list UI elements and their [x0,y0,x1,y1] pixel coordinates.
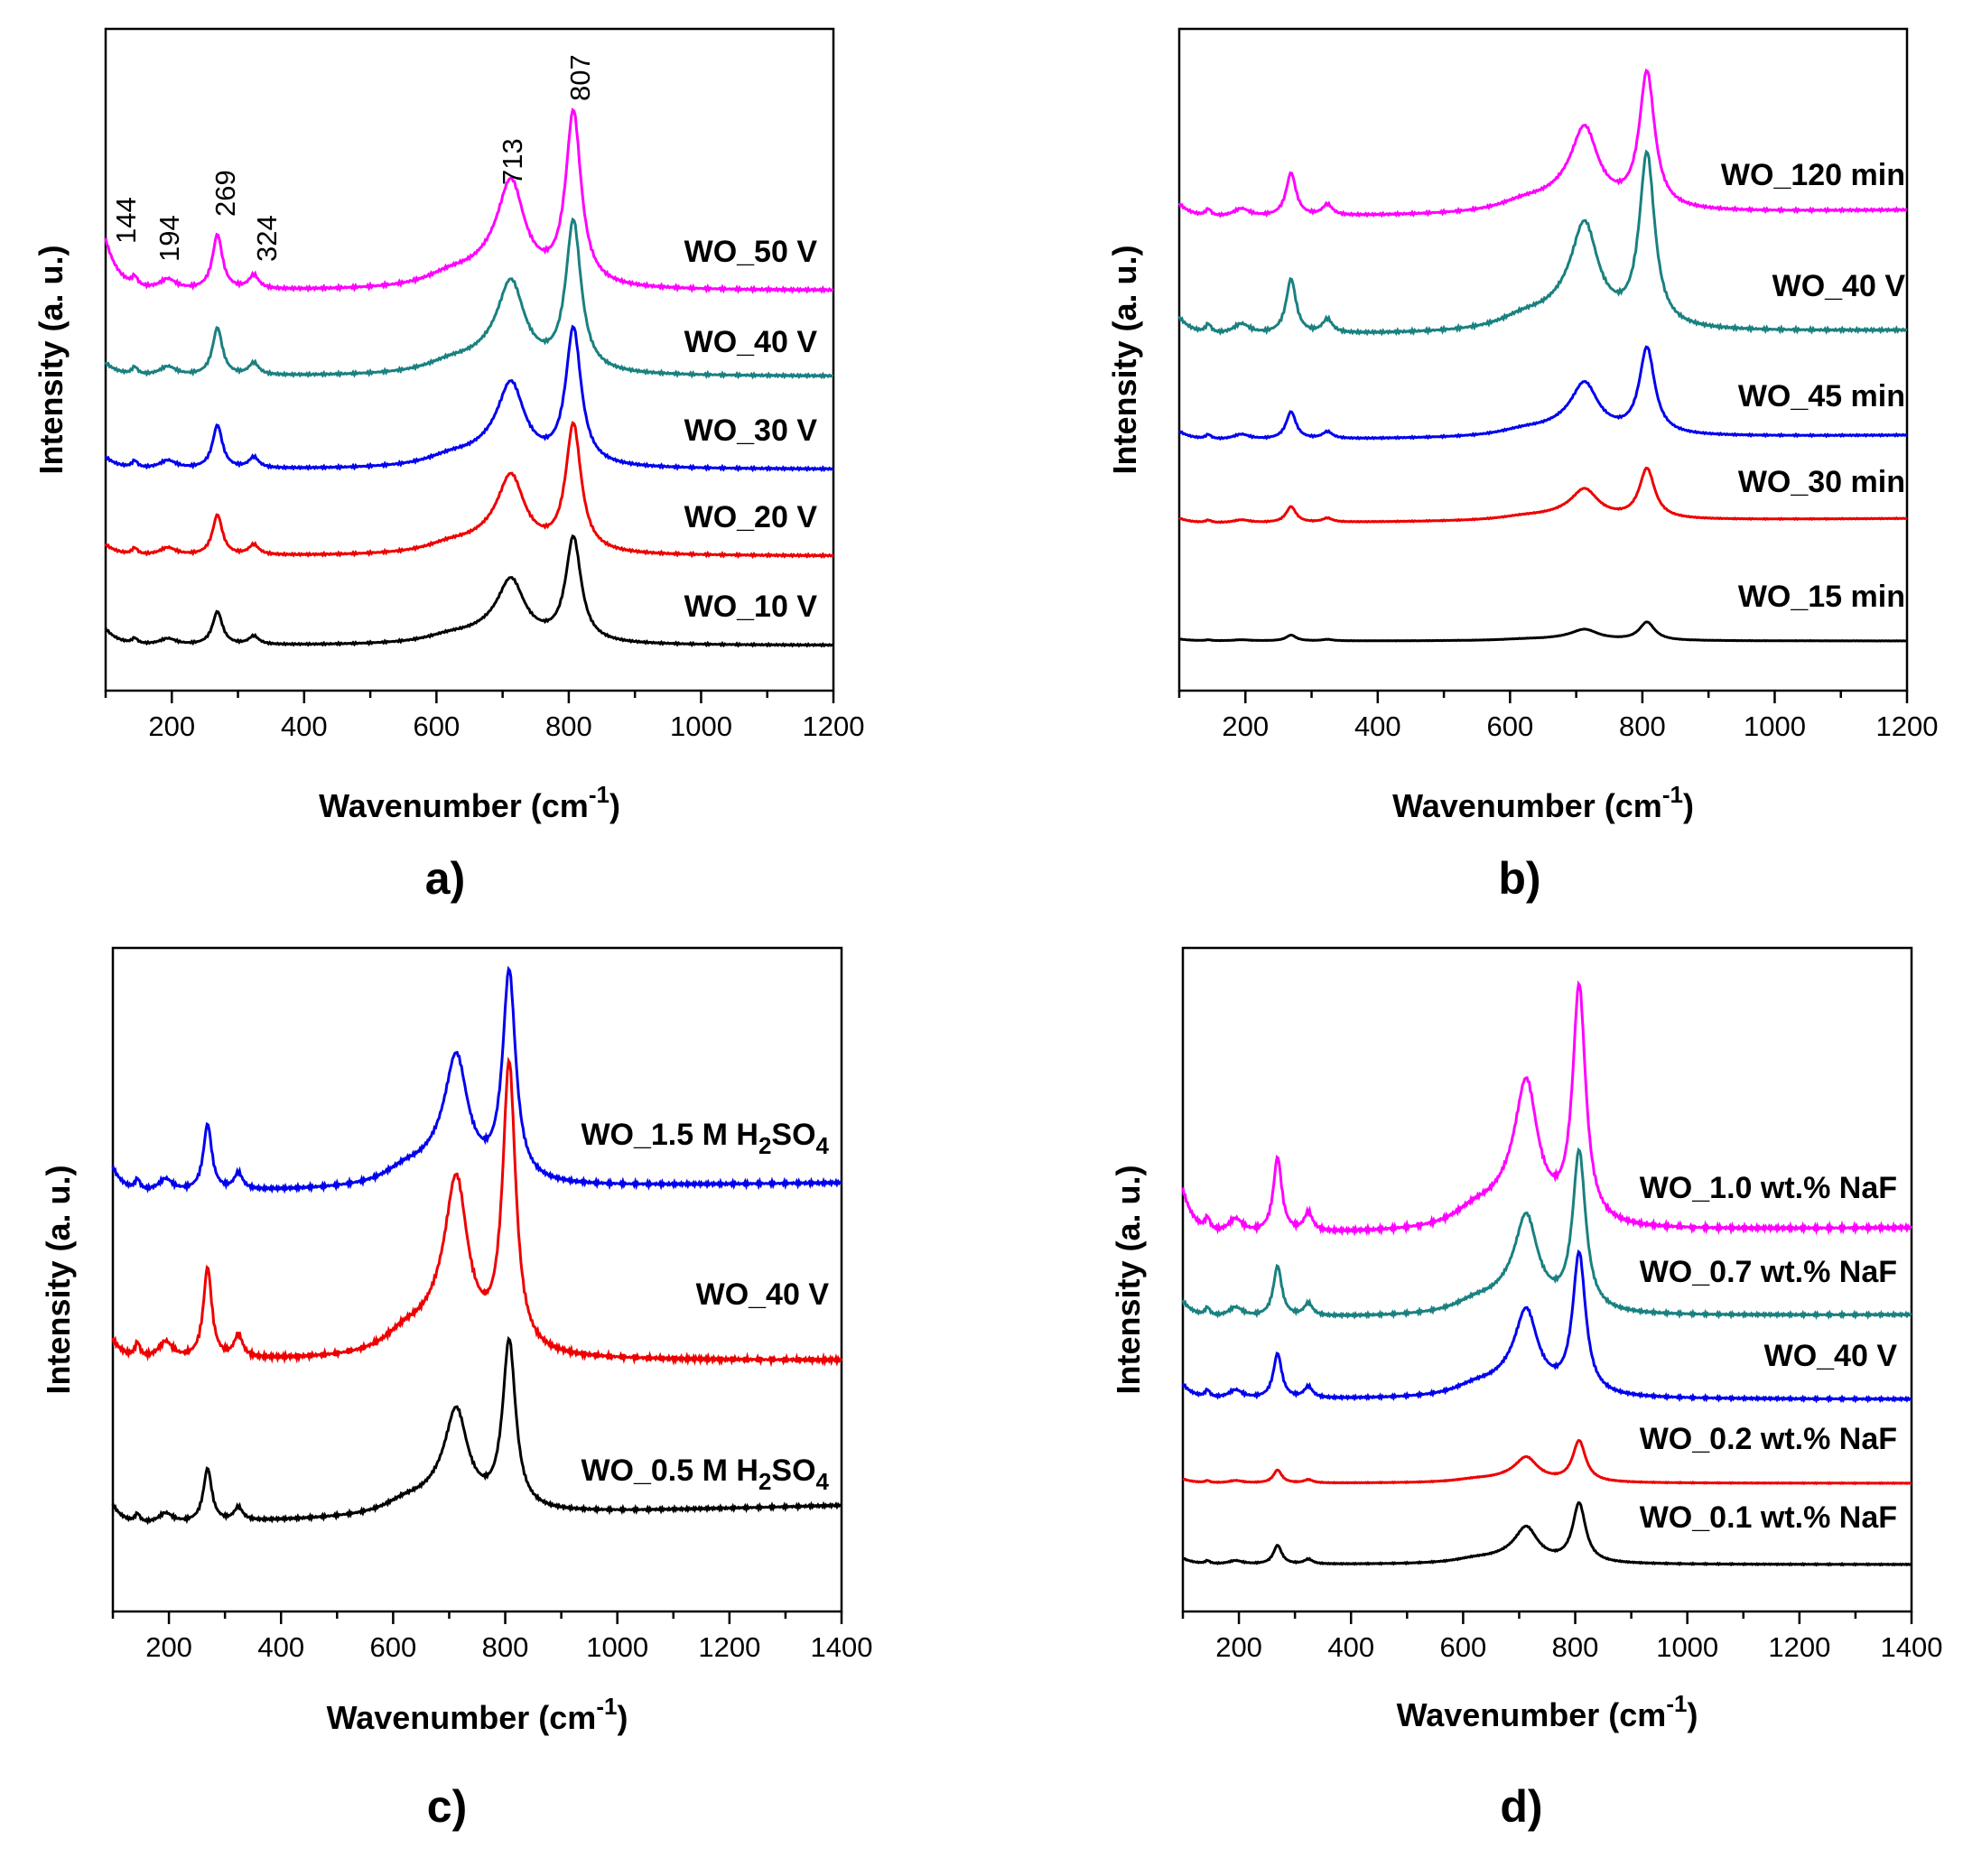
series-label-2: WO_40 V [684,325,818,359]
x-tick-label: 200 [145,1631,192,1663]
y-axis-title: Intensity (a. u.) [1106,245,1143,474]
series-label-4: WO_30 min [1738,465,1905,499]
series-label-4: WO_20 V [684,500,818,534]
series-label-5: WO_0.1 wt.% NaF [1640,1500,1897,1535]
peak-label: 324 [251,215,283,262]
x-tick-label: 1200 [1876,710,1939,742]
x-tick-label: 1400 [1881,1631,1943,1663]
series-label-3: WO_45 min [1738,379,1905,413]
panel-letter: d) [1500,1781,1542,1832]
series-line-1 [1177,68,1908,218]
y-axis-title: Intensity (a. u.) [40,1165,77,1394]
series-label-2: WO_40 V [1772,269,1906,303]
series-line-4 [1178,466,1908,525]
series-line-5 [104,534,834,648]
series-line-3 [1181,1249,1912,1404]
series-line-5 [1178,620,1907,643]
series-label-1: WO_1.5 M H2SO4 [581,1118,829,1159]
peak-label: 194 [154,215,185,262]
series-line-4 [1182,1438,1912,1486]
x-tick-label: 400 [1354,710,1401,742]
series-label-3: WO_30 V [684,413,818,448]
x-tick-label: 800 [1552,1631,1599,1663]
x-tick-label: 800 [545,710,592,742]
series-label-1: WO_1.0 wt.% NaF [1640,1171,1897,1205]
x-tick-label: 600 [413,710,460,742]
series-label-3: WO_0.5 M H2SO4 [581,1453,829,1495]
x-tick-label: 1200 [1768,1631,1830,1663]
panel-2: 200 400 600 800 1000 1200 Wavenumber (cm-1) Int… [1106,27,1939,904]
x-tick-label: 800 [1619,710,1666,742]
series-line-2 [111,1056,843,1368]
panel-letter: b) [1498,853,1540,904]
x-tick-label: 400 [257,1631,304,1663]
series-line-5 [1181,1500,1912,1567]
panel-3: 200 400 600 800 1000 1200 1400 Wavenumber (cm-1… [40,946,873,1832]
series-line-3 [104,324,834,473]
series-line-1 [104,107,834,294]
x-tick-label: 1000 [670,710,732,742]
x-tick-label: 200 [1222,710,1269,742]
plot-frame [111,946,843,1613]
x-axis-title: Wavenumber (cm-1) [319,781,620,824]
x-tick-label: 1400 [811,1631,873,1663]
peak-label: 713 [497,138,528,185]
series-line-1 [111,965,843,1194]
plot-frame [104,27,835,692]
series-label-5: WO_10 V [684,590,818,624]
x-tick-label: 400 [281,710,328,742]
x-tick-label: 400 [1327,1631,1374,1663]
peak-label: 269 [209,170,241,217]
series-label-4: WO_0.2 wt.% NaF [1640,1422,1897,1456]
y-axis-title: Intensity (a. u.) [1110,1165,1147,1394]
series-line-2 [104,217,834,380]
series-line-1 [1181,980,1913,1237]
series-label-1: WO_120 min [1721,158,1905,192]
x-tick-label: 1200 [803,710,865,742]
x-axis-title: Wavenumber (cm-1) [1392,781,1694,824]
series-line-3 [1177,345,1908,441]
panel-1: 200 400 600 800 1000 1200 Wavenumber (cm-1) Int… [33,27,865,904]
x-tick-label: 1000 [586,1631,648,1663]
series-label-5: WO_15 min [1738,580,1905,614]
x-tick-label: 600 [1440,1631,1487,1663]
x-axis-title: Wavenumber (cm-1) [327,1693,628,1736]
series-line-2 [1181,1147,1912,1321]
panel-4: 200 400 600 800 1000 1200 1400 Wavenumber (cm-1… [1110,946,1943,1832]
plot-frame [1177,27,1909,692]
series-line-3 [111,1335,842,1526]
x-axis-title: Wavenumber (cm-1) [1397,1690,1698,1733]
peak-label: 807 [564,54,596,101]
x-tick-label: 600 [1486,710,1533,742]
peak-label: 144 [110,197,142,244]
x-tick-label: 600 [370,1631,417,1663]
series-label-2: WO_40 V [696,1277,830,1312]
series-label-2: WO_0.7 wt.% NaF [1640,1255,1897,1289]
series-line-4 [104,421,834,560]
x-tick-label: 1000 [1744,710,1806,742]
series-line-2 [1177,149,1908,337]
x-tick-label: 800 [482,1631,529,1663]
x-tick-label: 200 [148,710,195,742]
series-label-3: WO_40 V [1764,1339,1898,1373]
panel-letter: c) [427,1781,467,1832]
x-tick-label: 1200 [698,1631,760,1663]
x-tick-label: 1000 [1656,1631,1718,1663]
y-axis-title: Intensity (a. u.) [33,245,70,474]
panel-letter: a) [425,853,465,904]
x-tick-label: 200 [1215,1631,1262,1663]
plot-frame [1181,946,1913,1613]
series-label-1: WO_50 V [684,235,818,269]
